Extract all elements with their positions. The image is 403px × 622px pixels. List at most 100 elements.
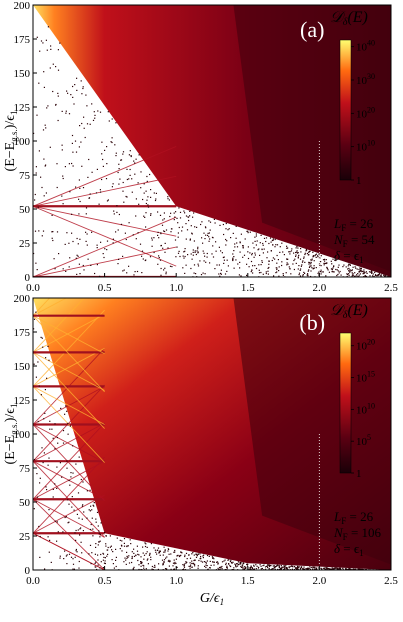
state-dot <box>356 274 358 276</box>
state-dot <box>242 246 244 248</box>
state-dot <box>78 198 80 200</box>
y-tick-label: 50 <box>19 204 31 216</box>
state-dot <box>78 560 80 563</box>
state-dot <box>88 197 91 199</box>
state-dot <box>361 271 363 273</box>
level-line <box>33 246 177 277</box>
state-dot <box>364 275 367 277</box>
state-dot <box>33 328 35 330</box>
state-dot <box>256 240 258 242</box>
state-dot <box>201 237 203 239</box>
state-dot <box>99 111 102 113</box>
state-dot <box>179 211 182 213</box>
state-dot <box>142 198 144 201</box>
state-dot <box>268 242 270 245</box>
state-dot <box>174 561 176 563</box>
state-dot <box>250 565 252 567</box>
state-dot <box>310 566 312 569</box>
state-dot <box>306 252 308 255</box>
state-dot <box>240 563 242 565</box>
state-dot <box>78 517 80 519</box>
state-dot <box>123 542 125 544</box>
state-dot <box>102 552 104 554</box>
state-dot <box>86 490 88 492</box>
state-dot <box>49 420 51 422</box>
state-dot <box>160 233 162 235</box>
state-dot <box>337 568 339 570</box>
state-dot <box>64 243 66 245</box>
state-dot <box>95 546 97 548</box>
state-dot <box>112 551 114 553</box>
state-dot <box>226 565 228 567</box>
state-dot <box>111 549 113 551</box>
state-dot <box>69 425 71 427</box>
state-dot <box>189 567 191 569</box>
state-dot <box>163 561 165 564</box>
level-line <box>33 422 105 462</box>
state-dot <box>253 247 255 249</box>
state-dot <box>287 263 289 265</box>
state-dot <box>82 481 84 483</box>
state-dot <box>83 116 85 118</box>
state-dot <box>76 237 78 240</box>
state-dot <box>36 496 39 498</box>
state-dot <box>183 210 185 212</box>
state-dot <box>263 237 266 239</box>
state-dot <box>199 553 201 555</box>
state-dot <box>286 247 288 249</box>
state-dot <box>351 274 354 276</box>
state-dot <box>146 175 148 178</box>
state-dot <box>317 256 319 258</box>
state-dot <box>313 260 315 262</box>
y-tick-label: 75 <box>19 170 31 182</box>
state-dot <box>235 566 237 568</box>
state-dot <box>71 142 73 144</box>
state-dot <box>204 255 206 257</box>
state-dot <box>297 565 299 567</box>
state-dot <box>185 223 187 225</box>
state-dot <box>255 568 257 570</box>
state-dot <box>272 239 274 241</box>
state-dot <box>205 227 207 229</box>
state-dot <box>76 77 78 79</box>
state-dot <box>213 561 215 563</box>
state-dot <box>320 269 322 271</box>
state-dot <box>349 271 351 273</box>
state-dot <box>159 550 161 552</box>
state-dot <box>261 260 263 262</box>
state-dot <box>187 254 189 256</box>
parameter-label: δ = ϵ1 <box>334 248 364 265</box>
state-dot <box>363 272 365 275</box>
state-dot <box>86 233 88 235</box>
state-dot <box>278 566 280 568</box>
state-dot <box>165 271 167 273</box>
state-dot <box>331 568 333 570</box>
state-dot <box>310 259 312 261</box>
state-dot <box>180 551 182 553</box>
state-dot <box>254 240 256 242</box>
state-dot <box>250 566 252 569</box>
state-dot <box>35 262 37 264</box>
state-dot <box>58 253 60 255</box>
state-dot <box>307 270 309 272</box>
state-dot <box>300 251 302 253</box>
state-dot <box>253 565 255 567</box>
state-dot <box>131 191 133 193</box>
state-dot <box>145 202 147 205</box>
state-dot <box>233 250 235 252</box>
state-dot <box>178 250 180 252</box>
state-dot <box>258 272 261 274</box>
state-dot <box>251 269 253 271</box>
state-dot <box>255 267 258 270</box>
state-dot <box>194 563 196 565</box>
state-dot <box>89 544 92 546</box>
state-dot <box>303 568 305 570</box>
state-dot <box>160 274 162 276</box>
state-dot <box>38 525 40 528</box>
state-dot <box>205 561 207 563</box>
state-dot <box>289 566 291 568</box>
low-density-region <box>233 5 391 272</box>
state-dot <box>75 257 77 259</box>
state-dot <box>302 568 304 570</box>
state-dot <box>340 274 342 276</box>
